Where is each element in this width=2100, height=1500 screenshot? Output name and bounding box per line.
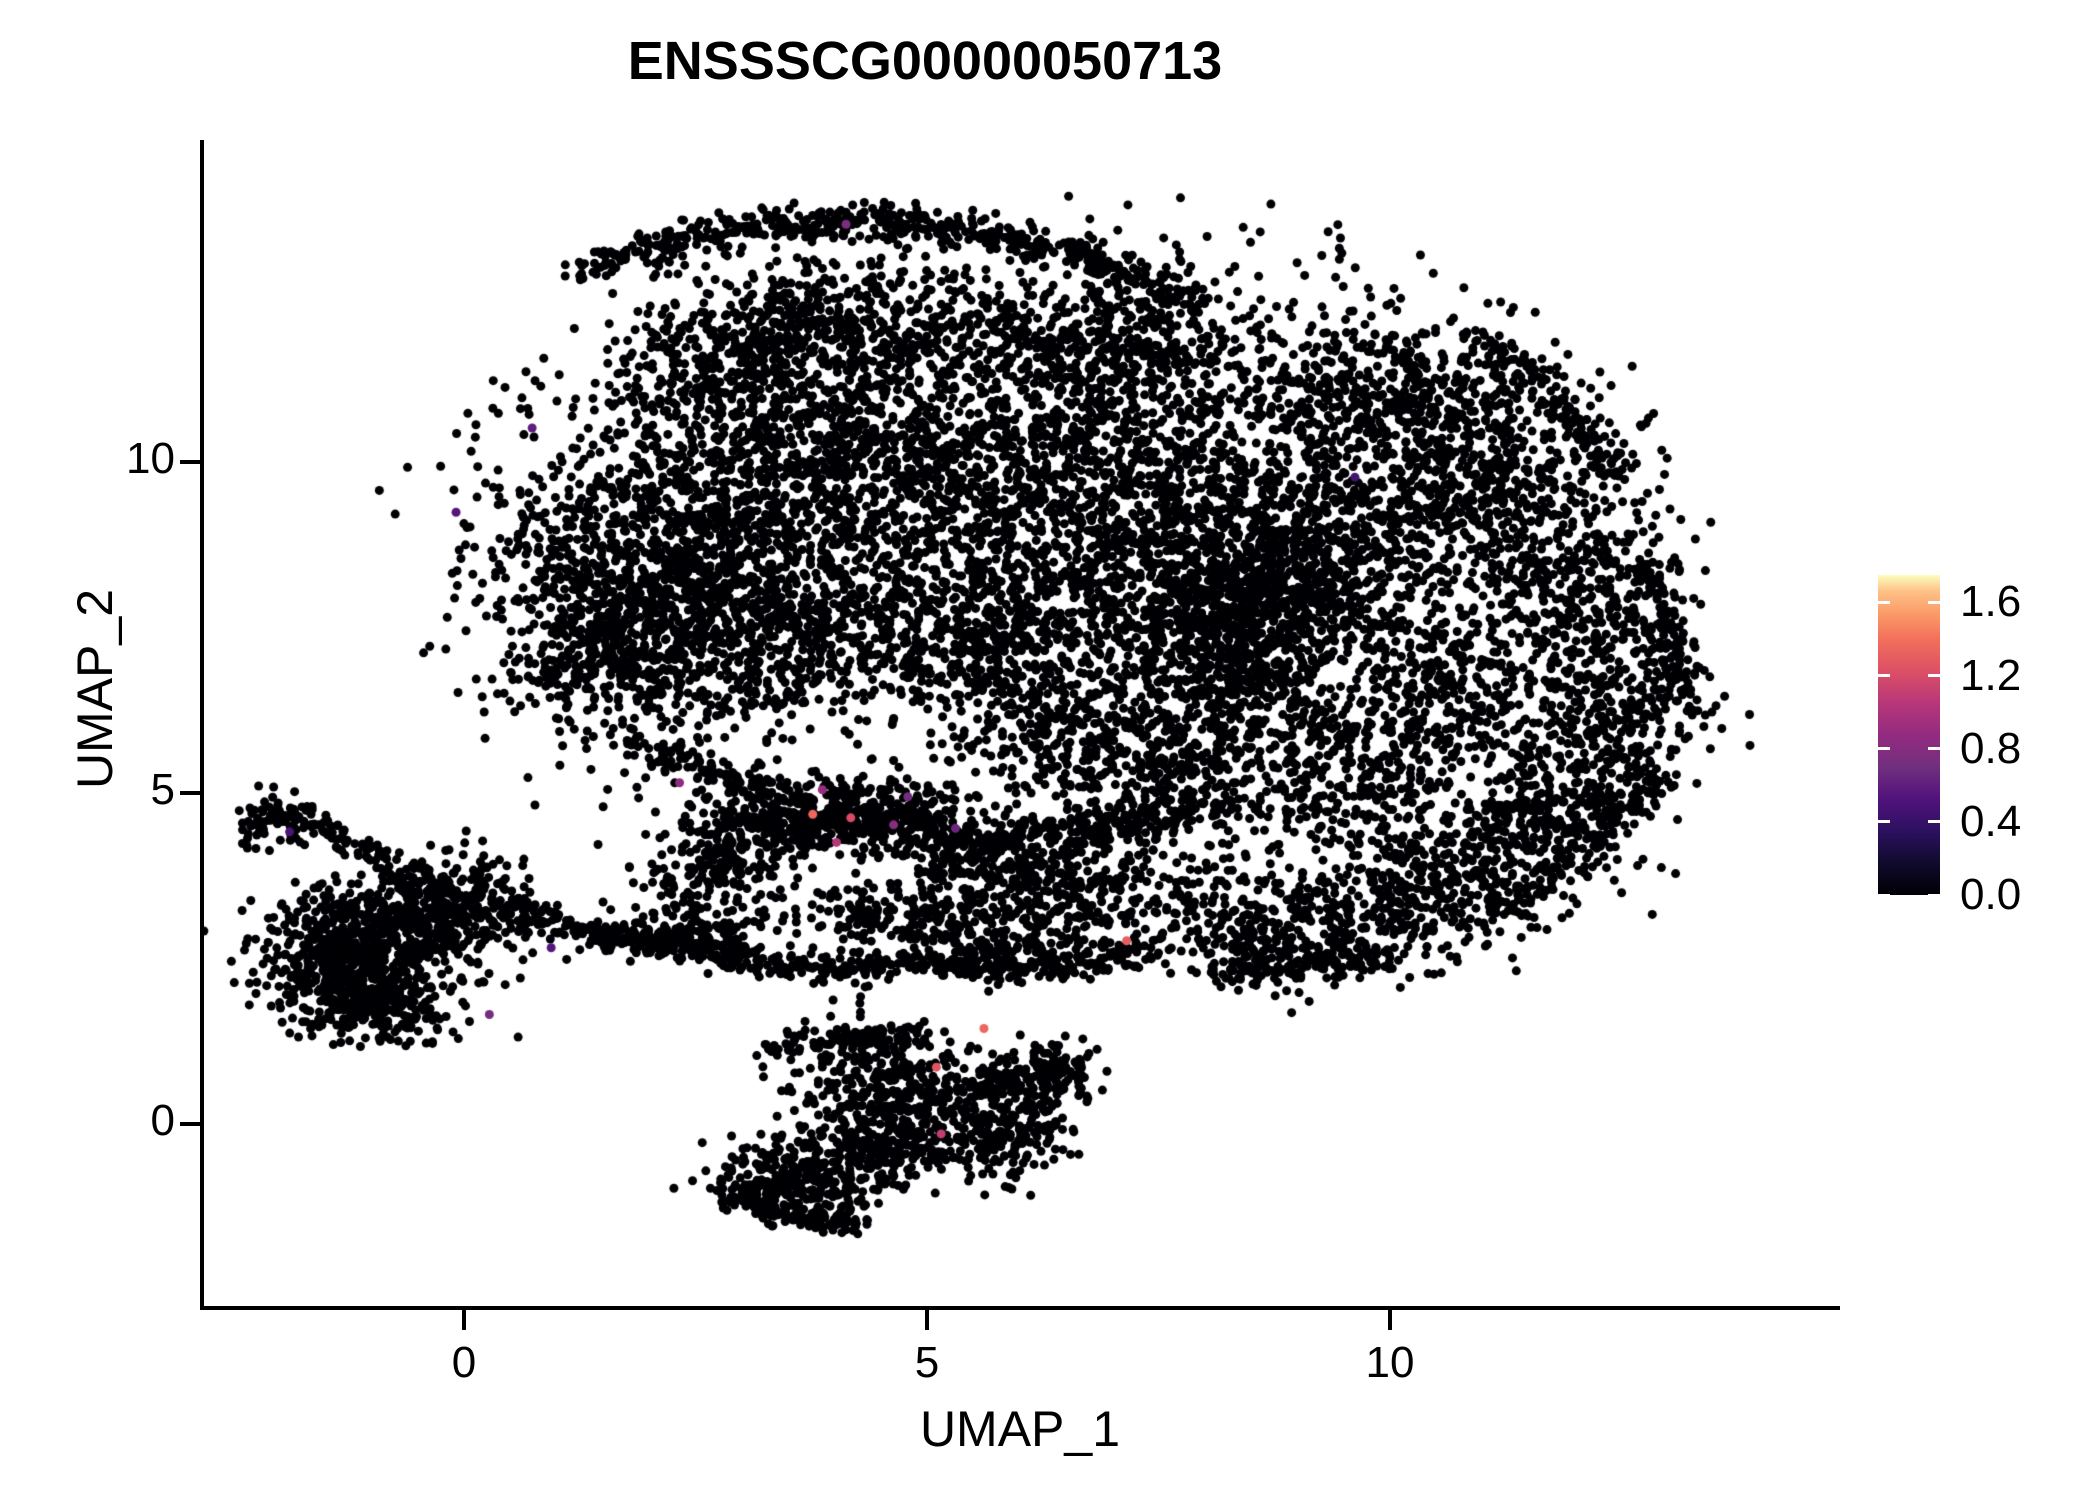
colorbar-tick-1.2 <box>1928 674 1940 678</box>
y-ticklabel-10: 10 <box>126 434 175 483</box>
page-title: ENSSSCG00000050713 <box>627 31 1223 91</box>
scatter-plot-area <box>204 140 1840 1306</box>
colorbar-tick-1.6 <box>1878 600 1890 604</box>
colorbar-tick-0.8 <box>1878 747 1890 751</box>
x-tick-5 <box>925 1310 929 1330</box>
y-ticklabel-0: 0 <box>150 1096 175 1145</box>
y-axis-line <box>200 140 204 1310</box>
x-ticklabel-0: 0 <box>451 1338 477 1387</box>
colorbar-tick-1.2 <box>1878 674 1890 678</box>
y-tick-5 <box>180 791 200 795</box>
scatter-canvas <box>204 140 1840 1306</box>
y-tick-0 <box>180 1122 200 1126</box>
x-ticklabel-5: 5 <box>914 1338 940 1387</box>
x-axis-label: UMAP_1 <box>919 1401 1121 1457</box>
colorbar-tick-1.6 <box>1928 600 1940 604</box>
y-axis-label: UMAP_2 <box>67 588 123 790</box>
colorbar-label-1.2: 1.2 <box>1960 650 2022 700</box>
colorbar-legend: 1.6 1.2 0.8 0.4 0.0 <box>1878 570 2078 919</box>
x-tick-0 <box>462 1310 466 1330</box>
colorbar-gradient <box>1878 575 1940 895</box>
x-ticklabel-10: 10 <box>1365 1338 1415 1387</box>
x-tick-10 <box>1388 1310 1392 1330</box>
colorbar-label-0.0: 0.0 <box>1960 870 2022 919</box>
colorbar-tick-0.0 <box>1878 893 1890 897</box>
colorbar-tick-0.0 <box>1928 893 1940 897</box>
colorbar-label-0.4: 0.4 <box>1960 796 2022 846</box>
y-tick-10 <box>180 460 200 464</box>
colorbar-label-1.6: 1.6 <box>1960 577 2022 627</box>
colorbar-tick-0.4 <box>1878 820 1890 824</box>
colorbar-tick-0.4 <box>1928 820 1940 824</box>
x-axis-line <box>200 1306 1840 1310</box>
colorbar-label-0.8: 0.8 <box>1960 723 2022 773</box>
colorbar-tick-0.8 <box>1928 747 1940 751</box>
y-ticklabel-5: 5 <box>150 765 175 814</box>
